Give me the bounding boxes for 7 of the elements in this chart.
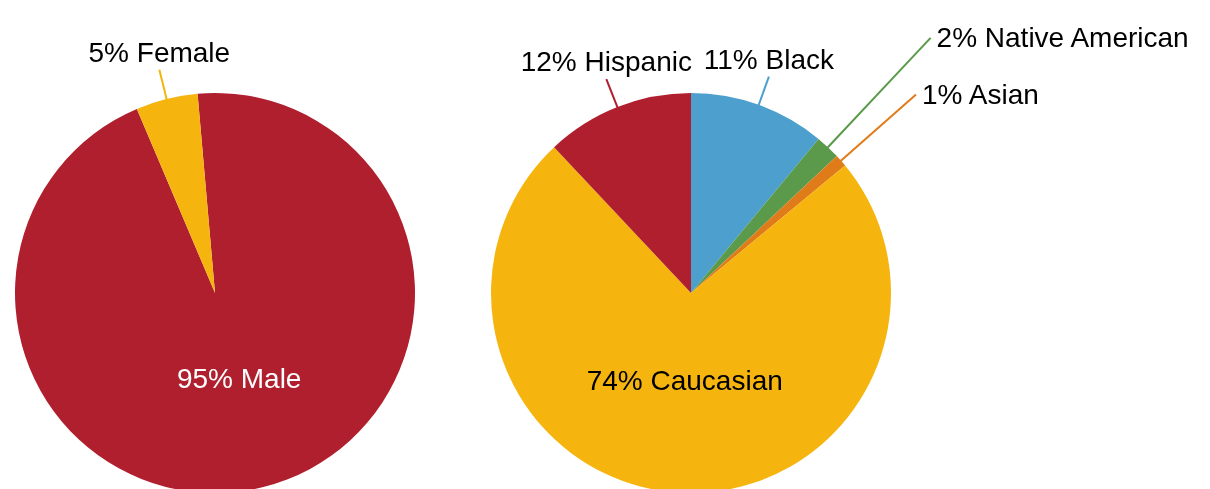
slice-label: 74% Caucasian: [586, 365, 783, 397]
slice-label: 5% Female: [88, 36, 231, 68]
slice-label: 12% Hispanic: [520, 46, 692, 78]
slice-label: 11% Black: [703, 43, 836, 75]
slice-label: 2% Native American: [936, 22, 1189, 54]
slice-label: 1% Asian: [922, 79, 1039, 111]
slice-label: 95% Male: [176, 362, 302, 394]
